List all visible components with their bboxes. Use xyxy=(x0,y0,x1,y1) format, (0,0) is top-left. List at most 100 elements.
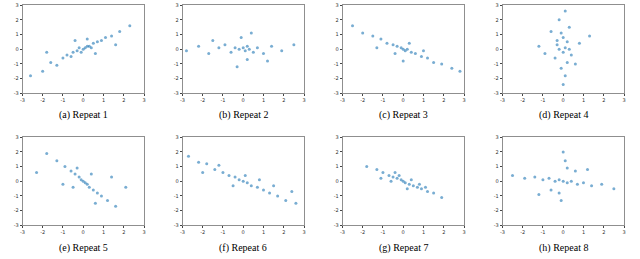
svg-text:-2: -2 xyxy=(494,207,499,213)
svg-text:0: 0 xyxy=(176,178,179,184)
svg-text:0: 0 xyxy=(16,46,19,52)
svg-text:3: 3 xyxy=(622,97,625,103)
svg-text:-3: -3 xyxy=(340,229,345,235)
svg-text:-3: -3 xyxy=(180,97,185,103)
svg-text:3: 3 xyxy=(176,2,179,8)
svg-text:3: 3 xyxy=(176,134,179,140)
svg-text:-1: -1 xyxy=(60,97,65,103)
svg-text:1: 1 xyxy=(582,97,585,103)
svg-text:1: 1 xyxy=(496,163,499,169)
svg-text:-1: -1 xyxy=(494,193,499,199)
svg-text:1: 1 xyxy=(16,31,19,37)
svg-text:-3: -3 xyxy=(20,97,25,103)
svg-text:2: 2 xyxy=(282,97,285,103)
svg-text:-1: -1 xyxy=(494,61,499,67)
svg-text:1: 1 xyxy=(102,97,105,103)
svg-text:-2: -2 xyxy=(334,75,339,81)
svg-text:2: 2 xyxy=(602,229,605,235)
svg-text:1: 1 xyxy=(16,163,19,169)
svg-text:-3: -3 xyxy=(174,90,179,96)
svg-text:-1: -1 xyxy=(14,61,19,67)
svg-text:3: 3 xyxy=(622,229,625,235)
svg-text:-2: -2 xyxy=(520,97,525,103)
svg-text:-1: -1 xyxy=(380,229,385,235)
svg-text:1: 1 xyxy=(336,31,339,37)
svg-text:-2: -2 xyxy=(40,97,45,103)
svg-text:0: 0 xyxy=(562,229,565,235)
svg-text:-3: -3 xyxy=(334,222,339,228)
svg-text:-1: -1 xyxy=(220,229,225,235)
svg-text:(d) Repeat 4: (d) Repeat 4 xyxy=(539,109,588,121)
svg-text:1: 1 xyxy=(176,163,179,169)
svg-text:2: 2 xyxy=(176,149,179,155)
svg-text:-3: -3 xyxy=(14,90,19,96)
svg-text:2: 2 xyxy=(602,97,605,103)
svg-text:-1: -1 xyxy=(540,229,545,235)
svg-text:-2: -2 xyxy=(200,229,205,235)
svg-text:1: 1 xyxy=(422,97,425,103)
svg-text:-1: -1 xyxy=(174,61,179,67)
svg-text:(b) Repeat 2: (b) Repeat 2 xyxy=(219,109,268,121)
svg-text:(f) Repeat 6: (f) Repeat 6 xyxy=(219,242,267,254)
svg-text:2: 2 xyxy=(442,229,445,235)
svg-text:-2: -2 xyxy=(174,75,179,81)
svg-text:-3: -3 xyxy=(340,97,345,103)
svg-text:3: 3 xyxy=(462,97,465,103)
svg-text:3: 3 xyxy=(336,2,339,8)
svg-text:0: 0 xyxy=(496,178,499,184)
svg-text:-2: -2 xyxy=(494,75,499,81)
svg-text:3: 3 xyxy=(142,229,145,235)
svg-text:0: 0 xyxy=(176,46,179,52)
svg-text:-3: -3 xyxy=(20,229,25,235)
svg-text:2: 2 xyxy=(496,149,499,155)
svg-text:3: 3 xyxy=(302,229,305,235)
svg-text:1: 1 xyxy=(496,31,499,37)
svg-text:-1: -1 xyxy=(540,97,545,103)
svg-text:3: 3 xyxy=(142,97,145,103)
svg-text:3: 3 xyxy=(302,97,305,103)
svg-text:-3: -3 xyxy=(174,222,179,228)
svg-text:3: 3 xyxy=(16,2,19,8)
svg-text:(a) Repeat 1: (a) Repeat 1 xyxy=(59,109,108,121)
svg-text:-1: -1 xyxy=(220,97,225,103)
svg-text:-2: -2 xyxy=(520,229,525,235)
svg-text:2: 2 xyxy=(16,149,19,155)
svg-text:0: 0 xyxy=(402,97,405,103)
svg-text:-1: -1 xyxy=(174,193,179,199)
svg-text:0: 0 xyxy=(562,97,565,103)
svg-text:2: 2 xyxy=(16,17,19,23)
svg-text:2: 2 xyxy=(336,149,339,155)
svg-text:2: 2 xyxy=(122,97,125,103)
svg-text:2: 2 xyxy=(122,229,125,235)
svg-text:1: 1 xyxy=(262,97,265,103)
svg-text:0: 0 xyxy=(336,46,339,52)
svg-text:2: 2 xyxy=(282,229,285,235)
svg-text:(h) Repeat 8: (h) Repeat 8 xyxy=(539,242,588,254)
svg-text:1: 1 xyxy=(582,229,585,235)
svg-text:-1: -1 xyxy=(334,61,339,67)
svg-text:2: 2 xyxy=(176,17,179,23)
svg-text:1: 1 xyxy=(102,229,105,235)
svg-text:-1: -1 xyxy=(60,229,65,235)
svg-text:-3: -3 xyxy=(494,222,499,228)
svg-text:1: 1 xyxy=(422,229,425,235)
svg-text:1: 1 xyxy=(176,31,179,37)
svg-text:2: 2 xyxy=(496,17,499,23)
svg-text:0: 0 xyxy=(402,229,405,235)
svg-text:-3: -3 xyxy=(494,90,499,96)
svg-text:0: 0 xyxy=(242,97,245,103)
svg-text:-2: -2 xyxy=(360,229,365,235)
svg-text:1: 1 xyxy=(336,163,339,169)
svg-text:(e) Repeat 5: (e) Repeat 5 xyxy=(59,242,108,254)
svg-text:0: 0 xyxy=(82,97,85,103)
svg-text:-2: -2 xyxy=(14,207,19,213)
svg-text:-2: -2 xyxy=(174,207,179,213)
svg-text:3: 3 xyxy=(16,134,19,140)
svg-text:-2: -2 xyxy=(360,97,365,103)
svg-text:-2: -2 xyxy=(14,75,19,81)
svg-text:-3: -3 xyxy=(14,222,19,228)
svg-text:-3: -3 xyxy=(180,229,185,235)
svg-text:-1: -1 xyxy=(380,97,385,103)
svg-text:0: 0 xyxy=(336,178,339,184)
svg-text:2: 2 xyxy=(336,17,339,23)
